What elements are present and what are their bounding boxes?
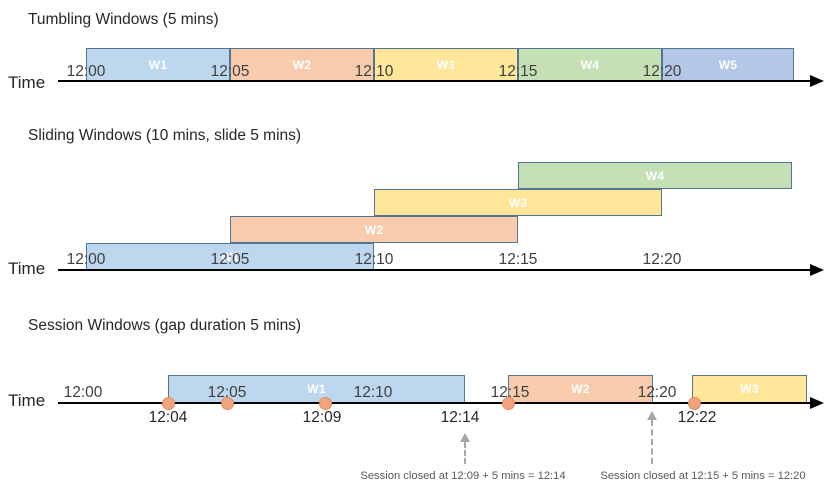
event-dot-1 [162, 397, 175, 410]
session-event-time-12-04: 12:04 [148, 409, 188, 426]
tumbling-tick-12-20: 12:20 [642, 63, 682, 80]
session-window-w3: W3 [692, 375, 807, 403]
event-dot-4 [502, 397, 515, 410]
sliding-timeline [58, 269, 812, 271]
window-label: W4 [645, 168, 665, 183]
session-time-axis-label: Time [8, 391, 46, 410]
window-label: W3 [740, 382, 759, 396]
tumbling-tick-12-00: 12:00 [66, 63, 106, 80]
event-dot-2 [221, 397, 234, 410]
sliding-window-w4: W4 [518, 162, 792, 189]
session-tick-12-15: 12:15 [490, 384, 530, 401]
arrow-up-icon [647, 411, 657, 420]
tumbling-window-w3: W3 [374, 48, 518, 81]
timeline-arrowhead-icon [810, 264, 824, 276]
tumbling-timeline [58, 80, 812, 82]
session-tick-12-10: 12:10 [353, 384, 393, 401]
window-label: W5 [718, 57, 738, 72]
session-tick-12-20: 12:20 [637, 384, 677, 401]
window-label: W4 [580, 57, 600, 72]
window-label: W2 [292, 57, 312, 72]
window-label: W2 [571, 382, 590, 396]
session-window-w2: W2 [508, 375, 653, 403]
window-label: W1 [307, 382, 326, 396]
session-tick-12-05: 12:05 [207, 384, 247, 401]
window-label: W3 [508, 195, 528, 210]
session-event-time-12-14: 12:14 [440, 409, 480, 426]
sliding-tick-12-15: 12:15 [498, 251, 538, 268]
window-label: W1 [220, 249, 240, 264]
tumbling-tick-12-10: 12:10 [354, 63, 394, 80]
window-label: W1 [148, 57, 168, 72]
timeline-arrowhead-icon [810, 75, 824, 87]
arrow-stem [464, 442, 466, 464]
tumbling-window-w2: W2 [230, 48, 374, 81]
sliding-tick-12-10: 12:10 [354, 251, 394, 268]
sliding-window-w1: W1 [86, 243, 374, 270]
sliding-section-title: Sliding Windows (10 mins, slide 5 mins) [28, 127, 302, 144]
event-dot-5 [688, 397, 701, 410]
session-close-annotation-1: Session closed at 12:09 + 5 mins = 12:14 [360, 470, 566, 482]
event-dot-3 [319, 397, 332, 410]
tumbling-tick-12-15: 12:15 [498, 63, 538, 80]
arrow-stem [651, 420, 653, 464]
sliding-tick-12-05: 12:05 [210, 251, 250, 268]
sliding-tick-12-20: 12:20 [642, 251, 682, 268]
sliding-tick-12-00: 12:00 [66, 251, 106, 268]
session-section-title: Session Windows (gap duration 5 mins) [28, 317, 302, 334]
tumbling-window-w4: W4 [518, 48, 662, 81]
sliding-window-w3: W3 [374, 189, 662, 216]
tumbling-time-axis-label: Time [8, 73, 46, 92]
tumbling-tick-12-05: 12:05 [210, 63, 250, 80]
window-label: W2 [364, 222, 384, 237]
session-tick-12-00: 12:00 [63, 384, 103, 401]
arrow-up-icon [460, 433, 470, 442]
tumbling-section-title: Tumbling Windows (5 mins) [28, 11, 219, 28]
session-timeline [58, 402, 812, 404]
tumbling-window-w5: W5 [662, 48, 794, 81]
timeline-arrowhead-icon [810, 397, 824, 409]
window-label: W3 [436, 57, 456, 72]
session-close-arrow-1 [460, 433, 470, 464]
sliding-time-axis-label: Time [8, 259, 46, 278]
session-close-arrow-2 [647, 411, 657, 464]
tumbling-window-w1: W1 [86, 48, 230, 81]
session-close-annotation-2: Session closed at 12:15 + 5 mins = 12:20 [600, 470, 806, 482]
sliding-window-w2: W2 [230, 216, 518, 243]
session-event-time-12-09: 12:09 [302, 409, 342, 426]
session-event-time-12-22: 12:22 [677, 409, 717, 426]
